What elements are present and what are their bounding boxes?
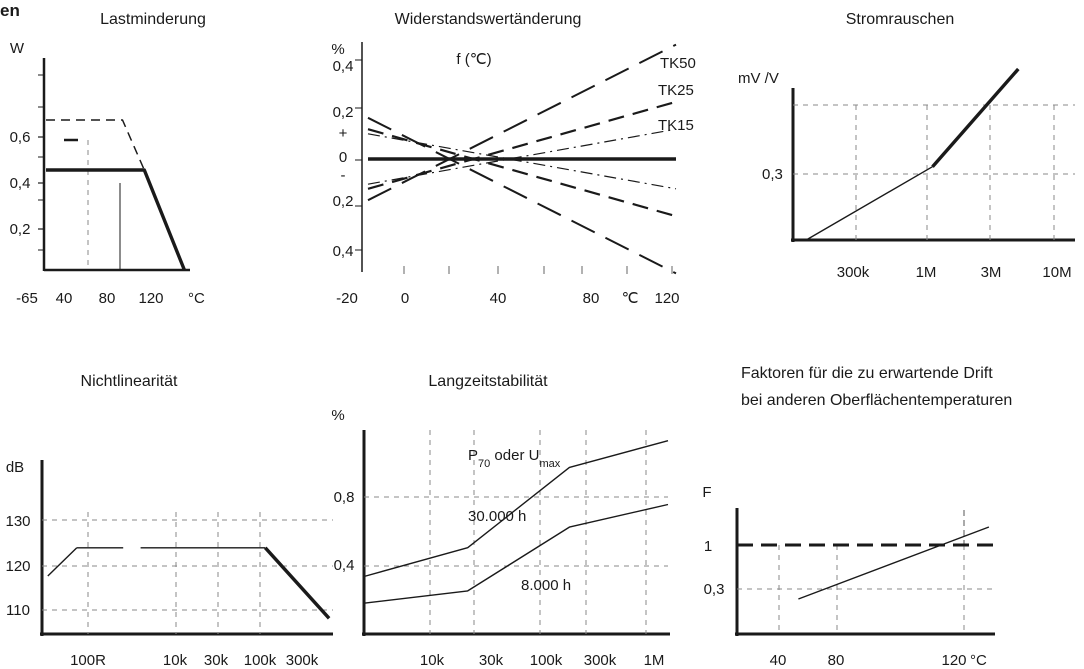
y-tick-label: - xyxy=(341,167,346,184)
y-axis-label: dB xyxy=(6,459,24,476)
y-tick-label: 130 xyxy=(5,513,30,530)
chart-lastminderung: Lastminderung W 0,6 0,4 0,2 -65 40 80 120 °C xyxy=(10,11,206,307)
legend-note-part: max xyxy=(539,458,560,470)
chart-title: Widerstandswertänderung xyxy=(395,11,582,28)
x-tick-label: 1M xyxy=(916,264,937,281)
y-tick-label: 0,4 xyxy=(333,243,354,260)
x-tick-label: 40 xyxy=(490,290,507,307)
chart-title: Faktoren für die zu erwartende Drift xyxy=(741,365,993,382)
x-tick-label: 0 xyxy=(401,290,409,307)
x-tick-label: 100k xyxy=(244,652,277,669)
y-tick-label: + xyxy=(339,125,348,142)
stromrauschen-series-0 xyxy=(805,166,933,241)
heading-fragment: en xyxy=(0,1,20,20)
series-label: TK15 xyxy=(658,117,694,134)
x-unit-label: °C xyxy=(188,290,205,307)
y-tick-label: 0,4 xyxy=(334,557,355,574)
x-tick-label: 40 xyxy=(770,652,787,669)
chart-faktoren: Faktoren für die zu erwartende Drift bei … xyxy=(702,365,1012,669)
nichtlinearitaet-series-3 xyxy=(264,546,331,620)
y-tick-label: 0 xyxy=(339,149,347,166)
y-tick-label: 110 xyxy=(6,602,30,619)
legend-note-part: P xyxy=(468,447,478,464)
x-tick-label: 100k xyxy=(530,652,563,669)
widerstand-series-0 xyxy=(367,116,677,275)
lastminderung-series-1 xyxy=(46,119,145,171)
y-tick-label: 0,4 xyxy=(333,58,354,75)
annotation: f (℃) xyxy=(456,51,491,68)
x-tick-label: 100R xyxy=(70,652,106,669)
x-tick-label: 300k xyxy=(584,652,617,669)
y-tick-label: 0,2 xyxy=(10,221,31,238)
widerstand-series-4 xyxy=(367,133,677,190)
x-tick-label: 80 xyxy=(828,652,845,669)
widerstand-series-3 xyxy=(367,100,677,190)
widerstand-series-2 xyxy=(367,128,677,218)
chart-title: Lastminderung xyxy=(100,11,206,28)
chart-subtitle: bei anderen Oberflächentemperaturen xyxy=(741,392,1012,409)
y-tick-label: 0,2 xyxy=(333,104,354,121)
stromrauschen-series-1 xyxy=(931,67,1020,168)
y-tick-label: 0,3 xyxy=(704,581,725,598)
x-tick-label: 120 xyxy=(941,652,966,669)
y-tick-label: 120 xyxy=(5,558,30,575)
x-tick-label: 120 xyxy=(654,290,679,307)
x-tick-label: 10M xyxy=(1042,264,1071,281)
chart-title: Nichtlinearität xyxy=(81,373,178,390)
y-tick-label: 1 xyxy=(704,538,712,555)
x-tick-label: 30k xyxy=(479,652,504,669)
faktoren-series-1 xyxy=(798,526,990,600)
series-label: TK25 xyxy=(658,82,694,99)
chart-nichtlinearitaet: Nichtlinearität dB 130 120 110 100R 10k 30k 100k… xyxy=(5,373,333,669)
lastminderung-series-0 xyxy=(46,168,186,271)
y-axis-label: mV /V xyxy=(738,70,779,87)
series-label: 8.000 h xyxy=(521,577,571,594)
y-axis-label: W xyxy=(10,40,25,57)
y-tick-label: 0,2 xyxy=(333,193,354,210)
x-tick-label: 80 xyxy=(583,290,600,307)
widerstand-series-1 xyxy=(367,43,677,202)
langzeitstabilitaet-series-1 xyxy=(363,503,669,604)
chart-langzeitstabilitaet: Langzeitstabilität% 0,8 0,4 P70 oder Umax 30… xyxy=(331,373,670,669)
legend-note-part: oder U xyxy=(490,447,539,464)
y-tick-label: 0,6 xyxy=(10,129,31,146)
x-tick-label: -20 xyxy=(336,290,358,307)
langzeitstabilitaet-series-0 xyxy=(363,440,669,578)
x-tick-label: 10k xyxy=(420,652,445,669)
x-tick-label: 30k xyxy=(204,652,229,669)
y-axis-label: F xyxy=(702,484,711,501)
chart-stromrauschen: Stromrauschen mV /V 0,3 300k 1M 3M 10M xyxy=(738,11,1075,281)
x-unit-label: ℃ xyxy=(622,290,639,307)
chart-title: Langzeitstabilität xyxy=(428,373,548,390)
x-tick-label: 80 xyxy=(99,290,116,307)
x-tick-label: 120 xyxy=(138,290,163,307)
y-tick-label: 0,8 xyxy=(334,489,355,506)
x-tick-label: -65 xyxy=(16,290,38,307)
x-unit-label: °C xyxy=(970,652,987,669)
x-tick-label: 300k xyxy=(286,652,319,669)
series-label: 30.000 h xyxy=(468,508,526,525)
x-tick-label: 300k xyxy=(837,264,870,281)
x-tick-label: 40 xyxy=(56,290,73,307)
x-tick-label: 10k xyxy=(163,652,188,669)
y-axis-label: % xyxy=(331,407,344,424)
x-tick-label: 3M xyxy=(981,264,1002,281)
series-label: TK50 xyxy=(660,55,696,72)
legend-note-part: 70 xyxy=(478,458,490,470)
x-tick-label: 1M xyxy=(644,652,665,669)
chart-title: Stromrauschen xyxy=(846,11,955,28)
widerstand-series-5 xyxy=(367,128,677,185)
y-axis-label: % xyxy=(331,41,344,58)
nichtlinearitaet-series-0 xyxy=(47,547,78,577)
y-tick-label: 0,3 xyxy=(762,166,783,183)
legend-note: P70 oder Umax xyxy=(468,447,561,470)
y-tick-label: 0,4 xyxy=(10,175,31,192)
